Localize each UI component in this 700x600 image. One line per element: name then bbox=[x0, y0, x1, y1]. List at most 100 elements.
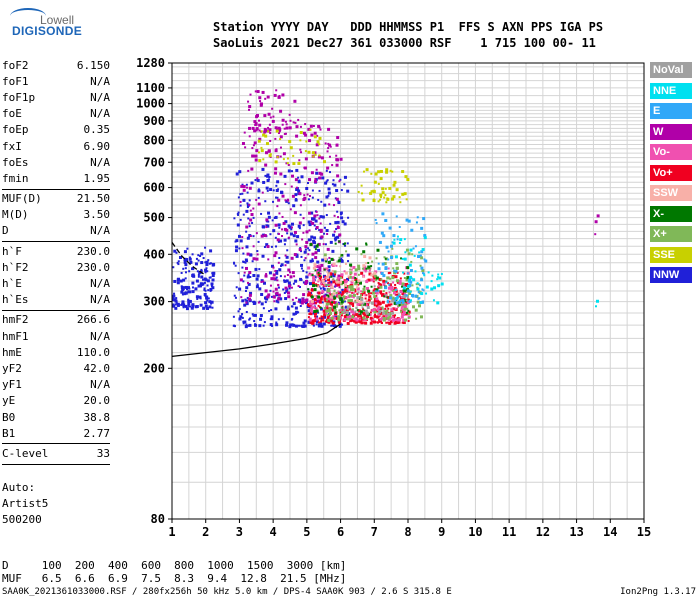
echo-point bbox=[280, 263, 284, 267]
echo-point bbox=[303, 259, 306, 262]
echo-point bbox=[399, 201, 402, 204]
param-value: N/A bbox=[90, 90, 110, 104]
echo-point bbox=[248, 135, 251, 138]
echo-point bbox=[323, 313, 327, 317]
echo-point bbox=[318, 317, 321, 320]
echo-point bbox=[311, 196, 314, 199]
echo-point bbox=[317, 248, 321, 252]
echo-point bbox=[594, 233, 597, 236]
echo-point bbox=[297, 161, 301, 165]
echo-point bbox=[285, 279, 289, 283]
echo-point bbox=[307, 266, 311, 270]
echo-point bbox=[268, 128, 272, 132]
echo-point bbox=[296, 235, 300, 239]
echo-point bbox=[298, 159, 301, 162]
echo-point bbox=[350, 301, 353, 304]
echo-point bbox=[407, 320, 410, 323]
echo-point bbox=[173, 249, 177, 253]
echo-point bbox=[320, 200, 323, 203]
echo-point bbox=[191, 253, 194, 256]
echo-point bbox=[247, 273, 250, 276]
echo-point bbox=[196, 270, 199, 273]
echo-point bbox=[391, 311, 395, 315]
echo-point bbox=[316, 260, 320, 264]
echo-point bbox=[197, 275, 200, 278]
echo-point bbox=[336, 220, 340, 224]
echo-point bbox=[173, 292, 176, 295]
echo-point bbox=[212, 271, 216, 275]
echo-point bbox=[269, 188, 273, 192]
trace-line bbox=[171, 242, 207, 276]
echo-point bbox=[362, 264, 366, 268]
echo-point bbox=[365, 242, 368, 245]
echo-point bbox=[319, 272, 322, 275]
echo-point bbox=[370, 190, 373, 193]
echo-point bbox=[208, 300, 212, 304]
echo-point bbox=[316, 134, 319, 137]
echo-point bbox=[274, 307, 278, 311]
echo-point bbox=[257, 189, 261, 193]
echo-point bbox=[274, 251, 278, 255]
echo-point bbox=[415, 221, 418, 224]
echo-point bbox=[396, 318, 400, 322]
echo-point bbox=[246, 275, 250, 279]
echo-point bbox=[338, 240, 341, 243]
echo-point bbox=[325, 195, 329, 199]
echo-point bbox=[304, 123, 307, 126]
echo-point bbox=[244, 325, 248, 329]
echo-point bbox=[326, 314, 329, 317]
echo-point bbox=[183, 260, 187, 264]
echo-point bbox=[391, 170, 394, 173]
echo-point bbox=[325, 305, 328, 308]
echo-point bbox=[318, 136, 322, 140]
echo-point bbox=[264, 163, 268, 167]
echo-point bbox=[338, 180, 341, 183]
echo-point bbox=[279, 297, 283, 301]
echo-point bbox=[339, 316, 343, 320]
echo-point bbox=[368, 301, 371, 304]
echo-point bbox=[265, 273, 268, 276]
echo-point bbox=[272, 290, 275, 293]
echo-point bbox=[376, 321, 379, 324]
param-value: N/A bbox=[90, 277, 110, 291]
echo-point bbox=[305, 279, 309, 283]
logo-arc bbox=[10, 8, 46, 24]
echo-point bbox=[392, 183, 396, 187]
echo-point bbox=[307, 253, 310, 256]
echo-point bbox=[314, 315, 317, 318]
echo-point bbox=[198, 296, 201, 299]
echo-point bbox=[272, 277, 276, 281]
echo-point bbox=[199, 255, 202, 258]
echo-point bbox=[306, 303, 310, 307]
echo-point bbox=[188, 290, 192, 294]
param-label: MUF(D) bbox=[2, 192, 42, 206]
echo-point bbox=[409, 290, 412, 293]
echo-point bbox=[274, 126, 278, 130]
echo-point bbox=[346, 288, 349, 291]
echo-point bbox=[245, 186, 248, 189]
echo-point bbox=[256, 253, 259, 256]
echo-point bbox=[377, 285, 381, 289]
echo-point bbox=[301, 297, 304, 300]
echo-point bbox=[304, 257, 307, 260]
param-row: foF1 N/A bbox=[2, 73, 110, 89]
echo-point bbox=[293, 253, 297, 257]
echo-point bbox=[326, 166, 330, 170]
echo-point bbox=[292, 204, 296, 208]
echo-point bbox=[311, 189, 314, 192]
echo-point bbox=[304, 245, 308, 249]
echo-point bbox=[344, 305, 348, 309]
echo-point bbox=[417, 255, 421, 259]
echo-point bbox=[392, 289, 395, 292]
param-row: yE 20.0 bbox=[2, 393, 110, 409]
echo-point bbox=[319, 307, 323, 311]
echo-point bbox=[351, 302, 355, 306]
echo-point bbox=[245, 302, 249, 306]
echo-point bbox=[383, 295, 386, 298]
echo-point bbox=[317, 271, 320, 274]
echo-point bbox=[354, 317, 358, 321]
echo-point bbox=[318, 273, 321, 276]
echo-point bbox=[290, 286, 293, 289]
echo-point bbox=[283, 279, 287, 283]
echo-point bbox=[284, 297, 288, 301]
